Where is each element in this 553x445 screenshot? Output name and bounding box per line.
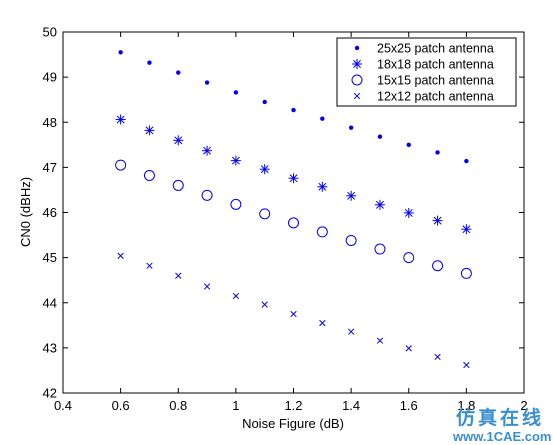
data-point [403, 207, 414, 218]
legend-label: 15x15 patch antenna [377, 74, 494, 88]
data-point [203, 283, 211, 290]
x-axis: 0.4 0.6 0.8 1 1.2 1.4 1.6 1.8 2 [54, 32, 528, 413]
data-point [346, 190, 357, 201]
legend-marker [354, 45, 360, 51]
data-point [204, 80, 210, 85]
data-point [345, 234, 357, 246]
data-point [434, 353, 441, 361]
x-tick-label: 1.4 [342, 398, 360, 413]
series-layer [115, 50, 472, 369]
x-tick-label: 0.4 [54, 398, 72, 413]
legend: 25x25 patch antenna 18x18 patch antenna 15… [336, 37, 517, 107]
data-point [377, 134, 383, 139]
legend-marker [351, 74, 363, 86]
y-tick-label: 49 [43, 70, 57, 85]
legend-label: 12x12 patch antenna [377, 90, 494, 104]
x-tick-label: 1 [232, 398, 239, 413]
data-point [259, 164, 270, 175]
data-point [143, 169, 155, 181]
watermark: 仿真在线 www.1CAE.com [452, 406, 551, 444]
data-point [115, 159, 127, 171]
x-axis-title: Noise Figure (dB) [242, 416, 344, 431]
y-tick-label: 50 [43, 25, 57, 40]
series-15x15 [115, 159, 472, 279]
data-point [403, 252, 415, 264]
data-point [290, 310, 297, 318]
series-25x25 [118, 50, 469, 164]
x-tick-label: 1.2 [284, 398, 302, 413]
legend-box [336, 37, 517, 107]
data-point [347, 328, 355, 335]
data-point [317, 181, 328, 192]
y-tick-label: 46 [43, 205, 57, 220]
data-point [262, 99, 267, 105]
legend-item: 18x18 patch antenna [352, 58, 494, 72]
x-tick-label: 0.6 [112, 398, 130, 413]
watermark-url: www.1CAE.com [452, 429, 551, 444]
y-tick-label: 45 [43, 250, 57, 265]
data-point [376, 337, 384, 344]
data-point [173, 135, 184, 146]
legend-label: 18x18 patch antenna [377, 58, 494, 72]
legend-item: 15x15 patch antenna [351, 74, 494, 88]
legend-marker [352, 59, 362, 69]
data-point [435, 150, 440, 155]
data-point [348, 125, 354, 130]
data-point [230, 155, 241, 166]
y-tick-label: 47 [43, 160, 57, 175]
data-point [291, 107, 296, 113]
y-axis: 42 43 44 45 46 47 48 49 50 [43, 25, 524, 401]
data-point [406, 142, 411, 148]
data-point [374, 243, 386, 255]
y-tick-label: 48 [43, 115, 57, 130]
y-tick-label: 42 [43, 386, 57, 401]
data-point [233, 90, 239, 95]
data-point [175, 272, 182, 279]
legend-marker [353, 92, 361, 100]
data-point [288, 173, 299, 184]
data-point [147, 60, 152, 65]
data-point [319, 319, 326, 327]
data-point [115, 114, 126, 125]
data-point [374, 199, 385, 210]
legend-item: 25x25 patch antenna [354, 42, 494, 56]
y-tick-label: 43 [43, 340, 57, 355]
data-point [232, 292, 240, 300]
data-point [259, 208, 271, 220]
data-point [463, 361, 470, 369]
data-point [176, 70, 181, 75]
data-point [146, 262, 153, 269]
data-point [172, 179, 184, 191]
data-point [202, 145, 213, 156]
x-tick-label: 1.8 [457, 398, 475, 413]
data-point [118, 50, 123, 55]
data-point [117, 252, 124, 259]
x-tick-label: 0.8 [169, 398, 187, 413]
data-point [230, 198, 242, 210]
series-18x18 [115, 114, 472, 235]
data-point [432, 215, 443, 226]
x-tick-label: 2 [520, 398, 527, 413]
y-tick-label: 44 [43, 295, 57, 310]
data-point [405, 345, 412, 352]
data-point [460, 267, 472, 279]
data-point [432, 260, 444, 272]
data-point [461, 224, 472, 235]
data-point [288, 217, 299, 229]
data-point [144, 125, 155, 136]
data-point [261, 301, 268, 308]
watermark-chinese: 仿真在线 [456, 406, 544, 429]
y-axis-title: CN0 (dBHz) [18, 177, 33, 247]
data-point [201, 189, 213, 201]
series-12x12 [117, 252, 470, 369]
legend-label: 25x25 patch antenna [377, 42, 494, 56]
data-point [464, 158, 469, 164]
legend-item: 12x12 patch antenna [353, 90, 494, 104]
x-tick-label: 1.6 [400, 398, 418, 413]
data-point [320, 116, 325, 121]
data-point [316, 226, 328, 238]
